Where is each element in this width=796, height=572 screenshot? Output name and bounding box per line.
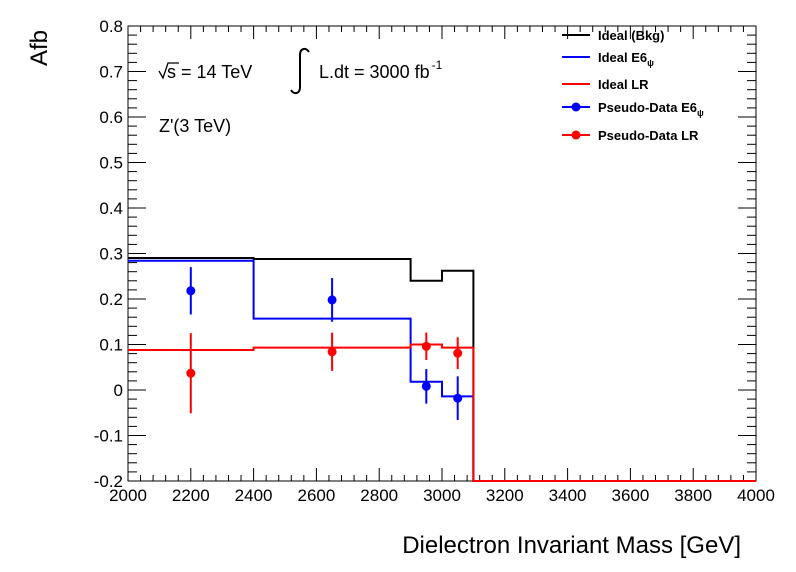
data-point-pseudo-data-e6 xyxy=(453,393,463,403)
data-point-pseudo-data-e6 xyxy=(327,295,337,305)
legend-subscript-ideal-e6: ψ xyxy=(647,58,654,68)
data-point-pseudo-data-e6 xyxy=(421,381,431,391)
legend-label-pseudo-data-e6: Pseudo-Data E6 xyxy=(598,100,697,115)
legend-marker-pseudo-data-lr xyxy=(571,130,581,140)
data-point-pseudo-data-lr xyxy=(453,348,463,358)
legend-entry-ideal-bkg: Ideal (Bkg) xyxy=(598,28,664,43)
sqrt-s-annotation: s = 14 TeV xyxy=(158,62,252,82)
data-point-pseudo-data-lr xyxy=(186,368,196,378)
legend-label-ideal-e6: Ideal E6 xyxy=(598,50,647,65)
legend-entry-pseudo-data-lr: Pseudo-Data LR xyxy=(598,128,699,143)
integral-symbol-icon xyxy=(290,47,310,95)
x-tick-label: 2400 xyxy=(235,486,273,505)
x-axis-title: Dielectron Invariant Mass [GeV] xyxy=(402,532,741,559)
luminosity-text: L.dt = 3000 fb -1 xyxy=(319,58,443,82)
luminosity-main: L.dt = 3000 fb xyxy=(319,62,430,82)
y-tick-label: -0.1 xyxy=(94,427,123,446)
luminosity-annotation: L.dt = 3000 fb -1 xyxy=(290,47,443,95)
y-tick-label: 0.4 xyxy=(99,199,123,218)
y-axis-title: Afb xyxy=(26,30,53,66)
y-tick-label: 0.8 xyxy=(99,17,123,36)
x-tick-label: 3200 xyxy=(486,486,524,505)
sqrt-symbol-icon xyxy=(158,62,179,80)
y-tick-label: 0 xyxy=(114,381,123,400)
plot-area: 2000 2200 2400 2600 2800 3000 3200 3400 3600 3800… xyxy=(94,17,775,505)
model-annotation: Z'(3 TeV) xyxy=(159,116,231,136)
data-point-pseudo-data-lr xyxy=(327,347,337,357)
legend-subscript-pseudo-data-e6: ψ xyxy=(697,108,704,118)
x-tick-label: 3400 xyxy=(549,486,587,505)
x-tick-label: 3000 xyxy=(423,486,461,505)
data-point-pseudo-data-e6 xyxy=(186,286,196,296)
x-tick-label: 3600 xyxy=(611,486,649,505)
x-tick-label: 4000 xyxy=(737,486,775,505)
legend-marker-pseudo-data-e6 xyxy=(571,102,581,112)
legend-label-ideal-bkg: Ideal (Bkg) xyxy=(598,28,664,43)
y-tick-label: 0.3 xyxy=(99,245,123,264)
y-tick-label: 0.5 xyxy=(99,154,123,173)
y-tick-label: 0.2 xyxy=(99,290,123,309)
legend-entry-pseudo-data-e6: Pseudo-Data E6ψ xyxy=(598,100,704,118)
y-tick-label: -0.2 xyxy=(94,472,123,491)
legend-entry-ideal-lr: Ideal LR xyxy=(598,77,649,92)
x-tick-label: 2800 xyxy=(360,486,398,505)
sqrt-s-text: s = 14 TeV xyxy=(167,62,252,82)
y-tick-label: 0.7 xyxy=(99,63,123,82)
luminosity-exponent: -1 xyxy=(432,58,443,72)
x-tick-label: 2600 xyxy=(297,486,335,505)
y-tick-label: 0.6 xyxy=(99,108,123,127)
y-tick-label: 0.1 xyxy=(99,336,123,355)
x-tick-label: 2000 xyxy=(109,486,147,505)
x-tick-label: 3800 xyxy=(674,486,712,505)
data-point-pseudo-data-lr xyxy=(421,341,431,351)
legend-label-pseudo-data-lr: Pseudo-Data LR xyxy=(598,128,699,143)
legend-label-ideal-lr: Ideal LR xyxy=(598,77,649,92)
legend-entry-ideal-e6: Ideal E6ψ xyxy=(598,50,654,68)
x-tick-label: 2200 xyxy=(172,486,210,505)
